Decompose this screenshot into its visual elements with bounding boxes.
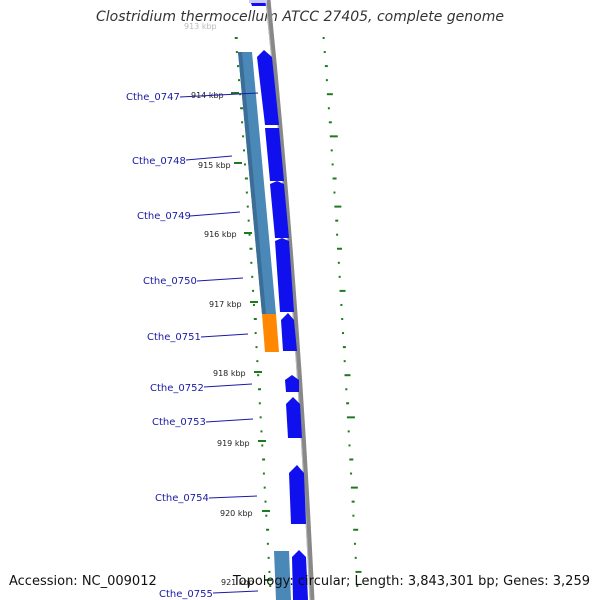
partial-gene-top-pale [249, 0, 267, 3]
gene-arrow-0749 [270, 181, 289, 238]
gene-label-text[interactable]: Cthe_0747 [126, 92, 180, 103]
scale-label: 918 kbp [213, 369, 246, 378]
gene-label-text[interactable]: Cthe_0749 [137, 211, 191, 222]
gene-arrow-0750 [275, 238, 294, 312]
rna-feature-bar [262, 314, 279, 352]
scale-tick-918: 918 kbp [213, 369, 262, 378]
scale-label: 921 kbp [221, 578, 254, 587]
gene-label-text[interactable]: Cthe_0750 [143, 276, 197, 287]
gene-arrow-0747 [257, 50, 279, 125]
gene-arrow-0755 [292, 550, 308, 600]
scale-tick-916: 916 kbp [204, 230, 252, 239]
gene-label-0753[interactable]: Cthe_0753 [152, 417, 254, 428]
gene-label-0755[interactable]: Cthe_0755 [159, 589, 259, 600]
gene-arrow-0751 [281, 313, 297, 351]
gene-arrow-0754 [289, 465, 306, 524]
gc-skew-track [322, 37, 362, 587]
gene-label-text[interactable]: Cthe_0755 [159, 589, 213, 600]
gene-label-0747[interactable]: Cthe_0747 [126, 92, 259, 103]
scale-tick-915: 915 kbp [198, 161, 242, 170]
scale-tick-919: 919 kbp [217, 439, 266, 448]
gene-label-0752[interactable]: Cthe_0752 [150, 383, 253, 394]
gene-arrow-0752 [285, 375, 299, 392]
gene-label-text[interactable]: Cthe_0752 [150, 383, 204, 394]
scale-label: 919 kbp [217, 439, 250, 448]
gene-label-0748[interactable]: Cthe_0748 [132, 155, 233, 167]
gene-label-0754[interactable]: Cthe_0754 [155, 493, 258, 504]
scale-label: 913 kbp [184, 22, 217, 31]
cds-feature-bar-bottom [274, 551, 291, 600]
scale-label: 920 kbp [220, 509, 253, 518]
gene-label-text[interactable]: Cthe_0748 [132, 156, 186, 167]
gene-label-0749[interactable]: Cthe_0749 [137, 211, 241, 222]
gene-arrow-0748 [265, 128, 284, 181]
scale-tick-913: 913 kbp [184, 22, 217, 31]
backbone-arc [265, 0, 315, 600]
genome-summary-text: Topology: circular; Length: 3,843,301 bp… [232, 574, 590, 589]
map-title: Clostridium thermocellum ATCC 27405, com… [96, 9, 504, 25]
scale-tick-921: 921 kbp [221, 578, 272, 587]
scale-tick-917: 917 kbp [209, 300, 258, 309]
gene-label-text[interactable]: Cthe_0751 [147, 332, 201, 343]
cds-feature-bar-shade [238, 52, 266, 314]
scale-label: 917 kbp [209, 300, 242, 309]
gene-arrow-0753 [286, 397, 302, 438]
scale-tick-920: 920 kbp [220, 509, 270, 518]
accession-text: Accession: NC_009012 [9, 574, 157, 589]
scale-label: 915 kbp [198, 161, 231, 170]
scale-label: 916 kbp [204, 230, 237, 239]
gene-label-0751[interactable]: Cthe_0751 [147, 332, 249, 343]
gene-label-text[interactable]: Cthe_0753 [152, 417, 206, 428]
gene-label-text[interactable]: Cthe_0754 [155, 493, 209, 504]
gene-label-0750[interactable]: Cthe_0750 [143, 276, 244, 287]
